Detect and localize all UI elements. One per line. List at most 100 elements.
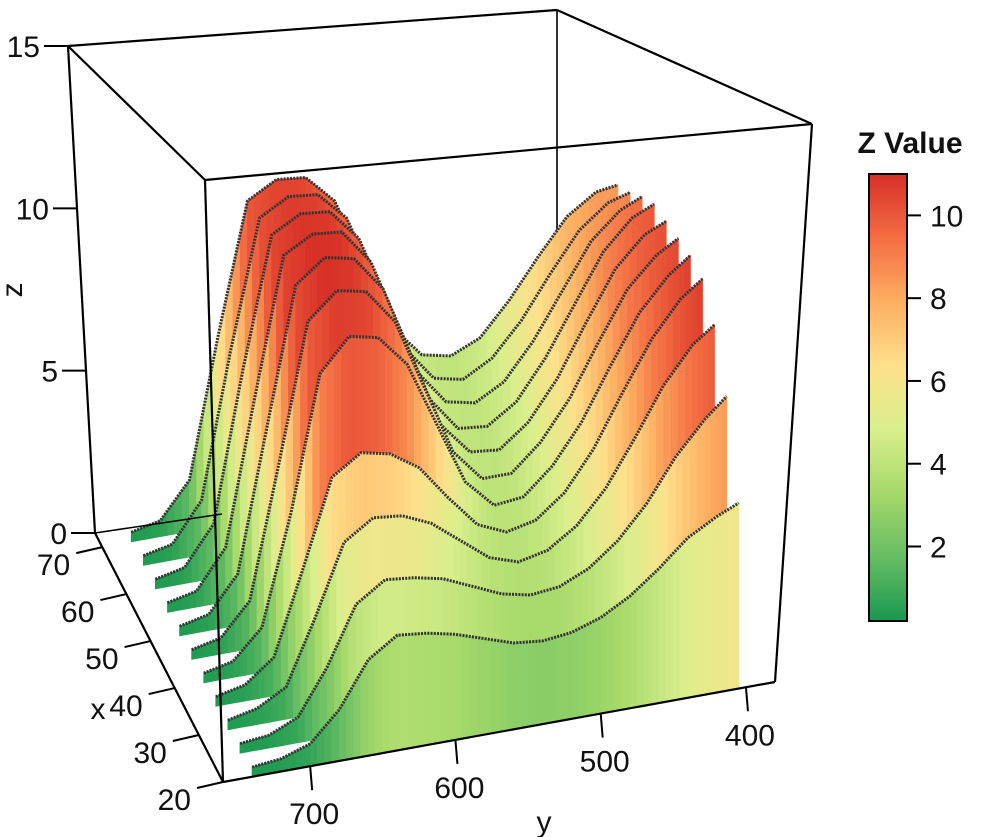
z-tick-label: 0 bbox=[50, 518, 67, 551]
ridge-strip bbox=[232, 651, 241, 678]
ridge-strip bbox=[680, 536, 689, 700]
colorbar-tick-label: 2 bbox=[930, 532, 947, 565]
ridge-strip bbox=[290, 716, 299, 745]
box-edge-floor-back bbox=[94, 513, 223, 534]
ridge-strip bbox=[382, 640, 391, 754]
ridge-strip bbox=[367, 652, 376, 757]
ridge-strip bbox=[353, 670, 362, 759]
z-axis-title: z bbox=[0, 283, 29, 298]
ridge-strip bbox=[295, 746, 304, 770]
y-tick-label: 400 bbox=[725, 719, 775, 752]
ridge-strip bbox=[447, 633, 456, 742]
x-tick-label: 60 bbox=[61, 596, 94, 629]
colorbar-ramp bbox=[868, 173, 908, 622]
ridge-strip bbox=[411, 633, 420, 749]
ridge-strip bbox=[280, 754, 289, 772]
ridge-strip bbox=[694, 526, 703, 697]
ridge-strip bbox=[716, 512, 723, 693]
ridge-strip bbox=[727, 505, 734, 692]
colorbar-tick-label: 10 bbox=[930, 200, 963, 233]
ridge-strip bbox=[593, 616, 602, 716]
ridge-strip bbox=[389, 634, 398, 753]
ridge-line bbox=[154, 195, 643, 581]
ridge-strip bbox=[491, 639, 500, 734]
ridge-line bbox=[203, 254, 692, 675]
ridge-strip bbox=[556, 634, 565, 722]
x-tick-label: 20 bbox=[158, 784, 191, 817]
y-tick-label: 700 bbox=[289, 798, 339, 831]
x-tick bbox=[124, 640, 151, 649]
ridge-strip bbox=[732, 502, 740, 691]
box-edge-right-vertical bbox=[773, 123, 814, 683]
box-edge-front-vertical bbox=[203, 179, 225, 783]
ridge-x-20 bbox=[251, 501, 740, 778]
x-tick bbox=[148, 687, 175, 696]
ridge-strip bbox=[542, 638, 551, 725]
ridges-group bbox=[130, 175, 740, 778]
ridge-strip bbox=[360, 658, 369, 758]
ridge-strip bbox=[454, 633, 464, 741]
box-edge-back-top-y bbox=[556, 8, 813, 126]
ridge-strip bbox=[607, 606, 616, 713]
y-axis-title: y bbox=[537, 806, 552, 837]
ridge-strip bbox=[578, 624, 587, 718]
box-edge-left-vertical bbox=[66, 45, 97, 534]
ridge-strip bbox=[527, 640, 536, 728]
ridge-strip bbox=[266, 656, 275, 698]
z-tick-label: 15 bbox=[7, 31, 40, 64]
ridge-strip bbox=[520, 641, 529, 729]
x-axis: 20 30 40 50 60 70 bbox=[37, 546, 224, 817]
colorbar-tick-label: 8 bbox=[930, 283, 947, 316]
ridge-strip bbox=[534, 640, 543, 726]
colorbar-ticks: 2 4 6 8 10 bbox=[907, 200, 963, 565]
ridge-strip bbox=[396, 634, 406, 751]
ridge-strip bbox=[476, 637, 485, 737]
x-tick bbox=[172, 734, 200, 742]
ridge-strip bbox=[636, 581, 645, 708]
y-axis: 700 600 500 400 bbox=[289, 687, 775, 831]
box-edge-top-front-left bbox=[67, 45, 206, 181]
ridge-strip bbox=[651, 567, 660, 705]
x-tick bbox=[196, 781, 224, 789]
y-tick bbox=[309, 766, 314, 791]
ridge-strip bbox=[585, 620, 594, 717]
ridge-strip bbox=[498, 640, 507, 733]
x-tick-label: 40 bbox=[109, 690, 142, 723]
box-edge-bottom-front bbox=[222, 680, 776, 784]
y-tick bbox=[454, 739, 459, 764]
z-tick-label: 5 bbox=[41, 356, 58, 389]
ridge-strip bbox=[433, 632, 442, 745]
ridge-strip bbox=[375, 646, 384, 755]
ridge-strip bbox=[629, 588, 638, 709]
ridge-strip bbox=[665, 552, 674, 703]
ridge-strip bbox=[425, 632, 435, 746]
y-tick bbox=[744, 687, 749, 712]
ridge-line bbox=[179, 219, 667, 628]
x-tick-label: 70 bbox=[37, 549, 70, 582]
y-tick-label: 500 bbox=[580, 746, 630, 779]
colorbar-tick-label: 4 bbox=[930, 449, 947, 482]
x-tick-label: 50 bbox=[85, 643, 118, 676]
x-tick bbox=[76, 546, 103, 555]
ridge-strip bbox=[614, 600, 623, 712]
colorbar-tick-label: 6 bbox=[930, 366, 947, 399]
ridge-strip bbox=[346, 683, 355, 761]
box-front-edges bbox=[66, 45, 814, 784]
ridge-strip bbox=[709, 515, 718, 695]
ridge-line bbox=[227, 323, 716, 722]
ridge-line bbox=[142, 191, 631, 558]
box-edge-back-top-x bbox=[67, 8, 558, 48]
ridge-strip bbox=[404, 633, 413, 750]
ridge-strip bbox=[658, 559, 667, 704]
ridge-strip bbox=[513, 642, 522, 730]
box-edge-bottom-left bbox=[94, 532, 224, 783]
ridge-strip bbox=[469, 636, 478, 738]
y-tick bbox=[599, 713, 604, 738]
ridge-strip bbox=[672, 544, 681, 701]
colorbar-title: Z Value bbox=[857, 127, 962, 160]
ridge-strip bbox=[418, 632, 427, 747]
x-tick bbox=[100, 593, 127, 602]
ridge-strip bbox=[549, 636, 558, 724]
ridge-strip bbox=[721, 509, 729, 692]
